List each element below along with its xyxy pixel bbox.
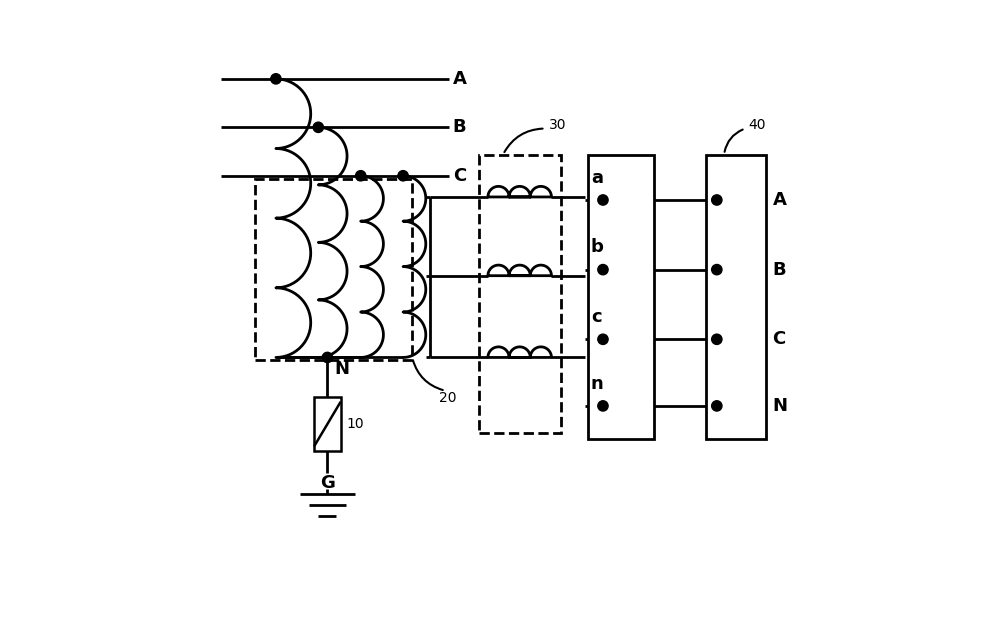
Circle shape bbox=[712, 334, 722, 344]
Bar bbox=[588, 154, 654, 439]
Text: b: b bbox=[591, 239, 604, 256]
Text: B: B bbox=[773, 261, 786, 279]
Circle shape bbox=[598, 265, 608, 275]
Bar bbox=[255, 179, 412, 360]
Circle shape bbox=[313, 122, 323, 132]
Text: 30: 30 bbox=[548, 117, 566, 132]
Circle shape bbox=[712, 400, 722, 411]
Circle shape bbox=[712, 265, 722, 275]
Circle shape bbox=[598, 334, 608, 344]
Circle shape bbox=[598, 195, 608, 205]
Text: C: C bbox=[773, 330, 786, 349]
Text: a: a bbox=[591, 169, 603, 187]
Circle shape bbox=[271, 74, 281, 84]
Bar bbox=[706, 154, 766, 439]
Circle shape bbox=[712, 195, 722, 205]
Text: 40: 40 bbox=[748, 117, 766, 132]
Bar bbox=[479, 154, 561, 433]
Text: B: B bbox=[453, 118, 466, 137]
Circle shape bbox=[398, 171, 408, 181]
Circle shape bbox=[598, 400, 608, 411]
Text: N: N bbox=[335, 360, 350, 378]
Circle shape bbox=[322, 352, 333, 363]
Text: 10: 10 bbox=[347, 417, 364, 431]
Circle shape bbox=[356, 171, 366, 181]
Text: N: N bbox=[773, 397, 788, 415]
Text: C: C bbox=[453, 167, 466, 185]
Text: 20: 20 bbox=[439, 391, 457, 405]
Text: c: c bbox=[591, 308, 601, 326]
Text: A: A bbox=[773, 191, 786, 209]
Text: G: G bbox=[320, 474, 335, 492]
Text: n: n bbox=[591, 375, 604, 392]
Bar bbox=[314, 397, 341, 451]
Text: A: A bbox=[453, 70, 467, 88]
